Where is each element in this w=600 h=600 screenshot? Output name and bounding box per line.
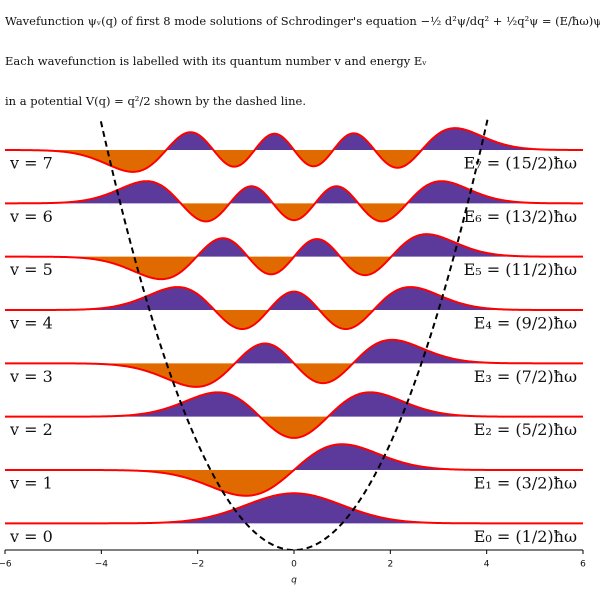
wavefunction-line — [5, 443, 583, 497]
energy-label: E₄ = (9/2)ħω — [474, 314, 577, 333]
x-tick-label: 0 — [291, 560, 297, 570]
positive-area — [5, 181, 583, 204]
negative-area — [5, 416, 583, 438]
wavefunction-line — [5, 338, 583, 388]
x-axis-label: q — [291, 576, 297, 586]
energy-label: E₆ = (13/2)ħω — [464, 207, 577, 226]
negative-area — [5, 203, 583, 222]
positive-area — [5, 392, 583, 417]
x-tick-label: 2 — [387, 560, 393, 570]
subtitle: in a potential V(q) = q²/2 shown by the … — [5, 94, 306, 108]
energy-label: E₃ = (7/2)ħω — [474, 367, 577, 386]
legend-label: v = 4 — [9, 314, 53, 333]
legend-label: v = 7 — [9, 154, 53, 173]
positive-area — [5, 234, 583, 257]
legend-label: v = 2 — [9, 420, 53, 439]
negative-area — [5, 150, 583, 172]
x-tick-label: 4 — [484, 560, 490, 570]
legend-label: v = 6 — [9, 207, 53, 226]
negative-area — [5, 363, 583, 387]
legend-label: v = 3 — [9, 367, 53, 386]
subtitle: Each wavefunction is labelled with its q… — [5, 54, 427, 68]
energy-label: E₁ = (3/2)ħω — [474, 474, 577, 493]
negative-area — [5, 256, 583, 280]
positive-area — [5, 128, 583, 150]
positive-area — [5, 287, 583, 310]
energy-label: E₇ = (15/2)ħω — [464, 154, 577, 173]
positive-area — [5, 493, 583, 524]
overlay: v = 0 E₀ = (1/2)ħω v = 1 E₁ = (3/2)ħω v = 2 E… — [0, 154, 586, 586]
wavefunction-line — [5, 492, 583, 525]
legend-label: v = 0 — [9, 527, 53, 546]
positive-area — [5, 339, 583, 364]
plot-area — [5, 118, 583, 550]
potential-line — [99, 118, 489, 550]
x-tick-label: 6 — [580, 560, 586, 570]
chart-title: Wavefunction ψᵥ(q) of first 8 mode solut… — [5, 14, 600, 28]
positive-area — [5, 444, 583, 470]
wavefunction-line — [5, 391, 583, 439]
wavefunction-line — [5, 180, 583, 223]
wavefunction-line — [5, 286, 583, 331]
wavefunction-line — [5, 127, 583, 173]
legend-label: v = 1 — [9, 474, 53, 493]
x-tick-label: −2 — [191, 560, 204, 570]
energy-label: E₂ = (5/2)ħω — [474, 420, 577, 439]
energy-label: E₅ = (11/2)ħω — [464, 260, 577, 279]
x-tick-label: −6 — [0, 560, 12, 570]
energy-label: E₀ = (1/2)ħω — [474, 527, 577, 546]
x-tick-label: −4 — [95, 560, 109, 570]
legend-label: v = 5 — [9, 260, 53, 279]
wavefunction-line — [5, 233, 583, 281]
